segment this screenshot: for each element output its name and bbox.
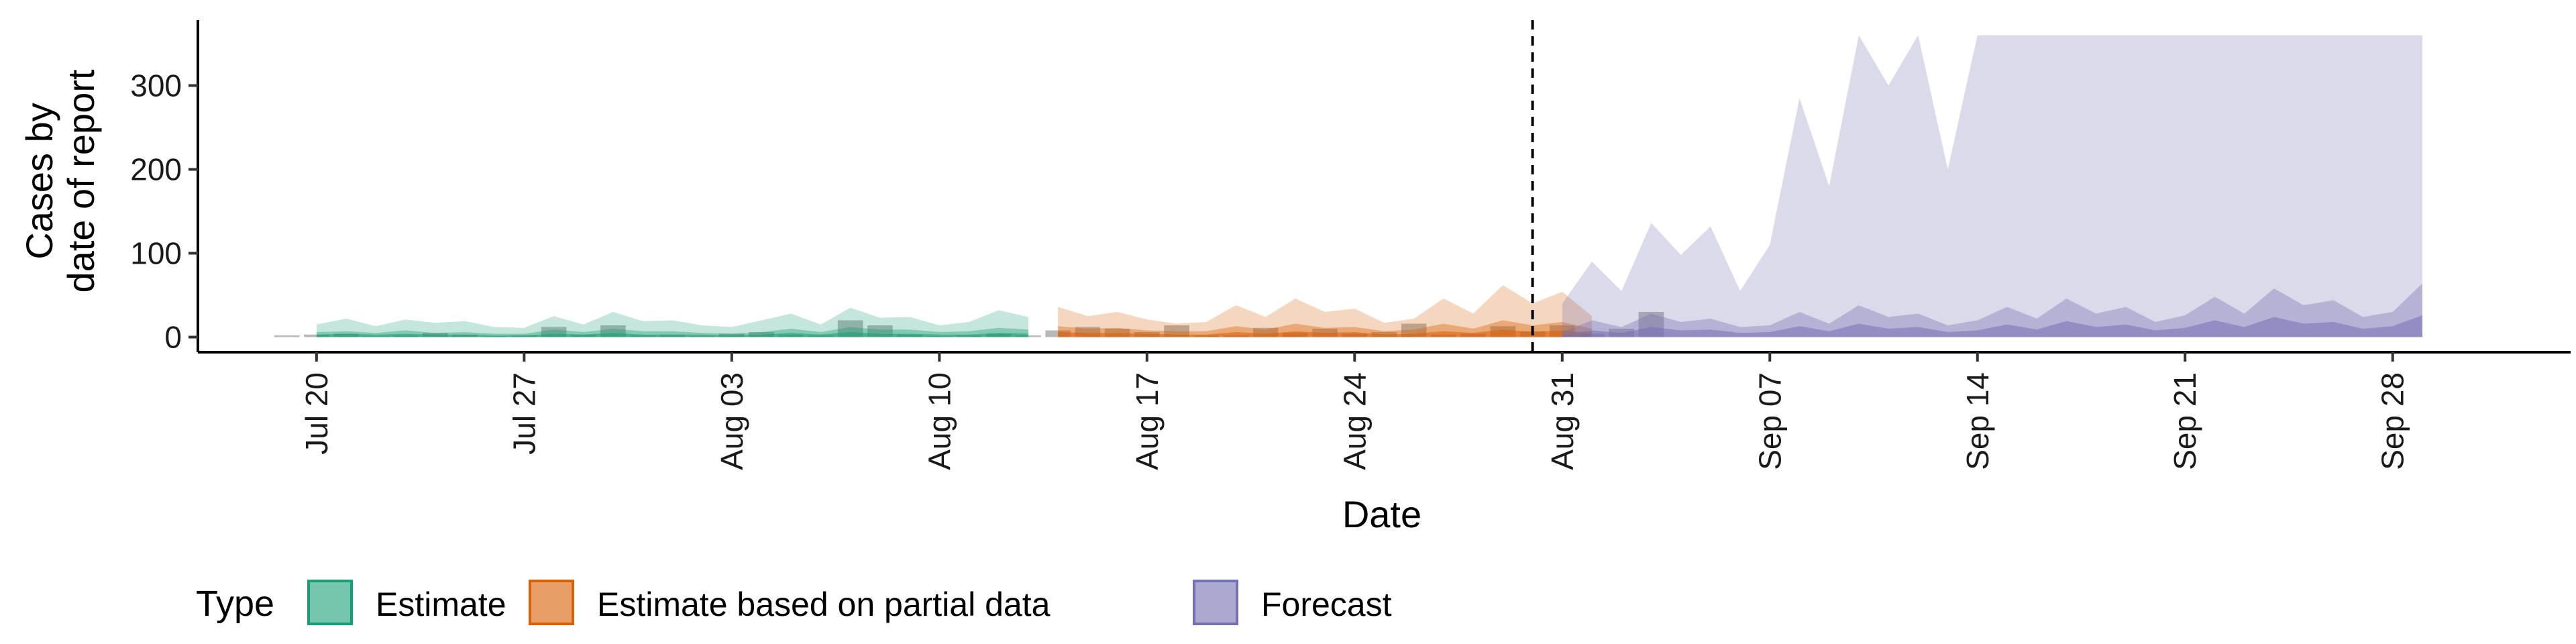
axes: 0 100 200 300 Jul 20 Jul 27 Aug 03 Aug 10 Aug 17… — [130, 20, 2571, 470]
x-tick-label: Jul 27 — [506, 372, 541, 455]
x-tick-label: Aug 03 — [714, 372, 749, 470]
y-tick-label: 100 — [130, 236, 182, 271]
ribbon-90-2 — [1562, 35, 2422, 337]
x-tick-label: Aug 17 — [1130, 372, 1165, 470]
x-tick-label: Aug 10 — [922, 372, 957, 470]
legend-swatch — [1193, 580, 1238, 625]
x-axis-title: Date — [1342, 493, 1421, 535]
ribbon-median-1 — [1058, 329, 1592, 337]
legend: Type Estimate Estimate based on partial d… — [196, 580, 1392, 625]
x-tick-label: Jul 20 — [299, 372, 334, 455]
legend-title: Type — [196, 584, 274, 624]
y-axis-title-line-2: date of report — [60, 69, 102, 293]
ribbon-median-2 — [1562, 315, 2422, 337]
observed-bar — [274, 335, 300, 337]
ribbon-median-0 — [316, 332, 1028, 337]
observed-bar — [1164, 325, 1189, 337]
y-axis-title: Cases by date of report — [18, 69, 102, 293]
legend-label: Estimate — [376, 586, 506, 623]
x-tick-label: Sep 07 — [1752, 372, 1787, 470]
x-tick-label: Aug 24 — [1337, 372, 1372, 470]
x-tick-label: Sep 21 — [2167, 372, 2202, 470]
y-tick-label: 0 — [164, 320, 182, 355]
x-tick-label: Sep 14 — [1960, 372, 1995, 470]
y-axis-title-line-1: Cases by — [18, 103, 60, 259]
plot-area — [274, 20, 2422, 352]
legend-swatch — [529, 580, 574, 625]
y-tick-label: 200 — [130, 152, 182, 187]
legend-label: Forecast — [1261, 586, 1392, 623]
y-tick-label: 300 — [130, 68, 182, 103]
ribbon-90-1 — [1058, 285, 1592, 337]
ribbon-90-0 — [316, 307, 1028, 337]
legend-swatch — [307, 580, 353, 625]
x-tick-label: Aug 31 — [1545, 372, 1580, 470]
legend-label: Estimate based on partial data — [597, 586, 1051, 623]
x-tick-label: Sep 28 — [2375, 372, 2410, 470]
